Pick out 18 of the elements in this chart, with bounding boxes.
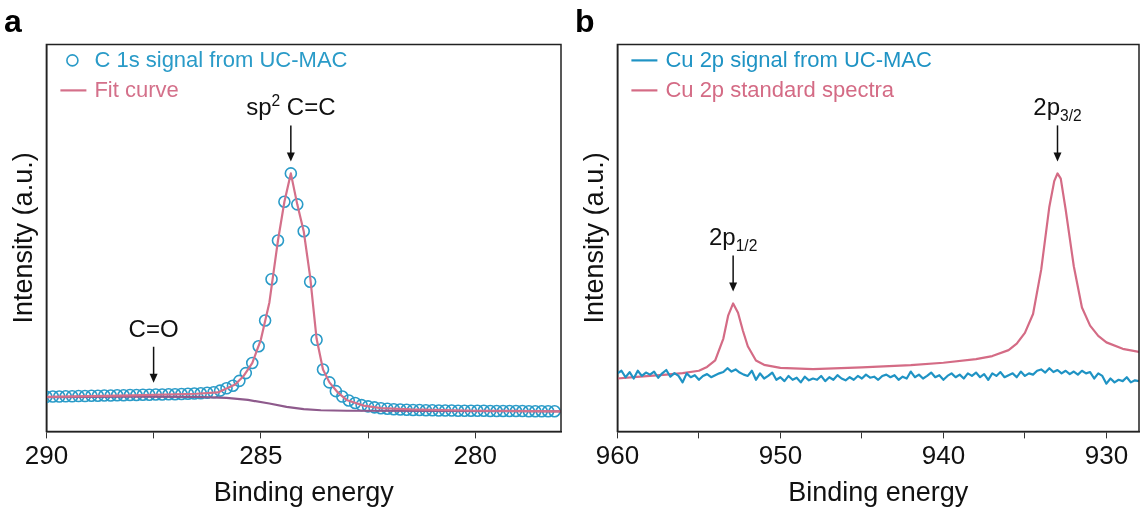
legend-label: Cu 2p standard spectra bbox=[665, 77, 895, 103]
legend-label: Cu 2p signal from UC-MAC bbox=[665, 47, 933, 73]
x-tick-label: 940 bbox=[921, 440, 966, 471]
x-axis-title: Binding energy bbox=[788, 477, 969, 508]
y-axis-title: Intensity (a.u.) bbox=[578, 152, 609, 324]
annotation: C=O bbox=[128, 314, 179, 342]
x-tick-label: 930 bbox=[1084, 440, 1129, 471]
legend-label: C 1s signal from UC-MAC bbox=[94, 47, 348, 73]
chart-title: a bbox=[4, 3, 22, 40]
x-tick-label: 285 bbox=[239, 440, 283, 471]
x-axis-title: Binding energy bbox=[213, 477, 395, 508]
y-axis-title: Intensity (a.u.) bbox=[7, 152, 38, 324]
x-tick-label: 960 bbox=[595, 440, 640, 471]
legend-label: Fit curve bbox=[94, 77, 179, 103]
x-tick-label: 950 bbox=[758, 440, 803, 471]
x-tick-label: 280 bbox=[453, 440, 497, 471]
x-tick-label: 290 bbox=[24, 440, 69, 471]
chart-title: b bbox=[575, 3, 595, 40]
